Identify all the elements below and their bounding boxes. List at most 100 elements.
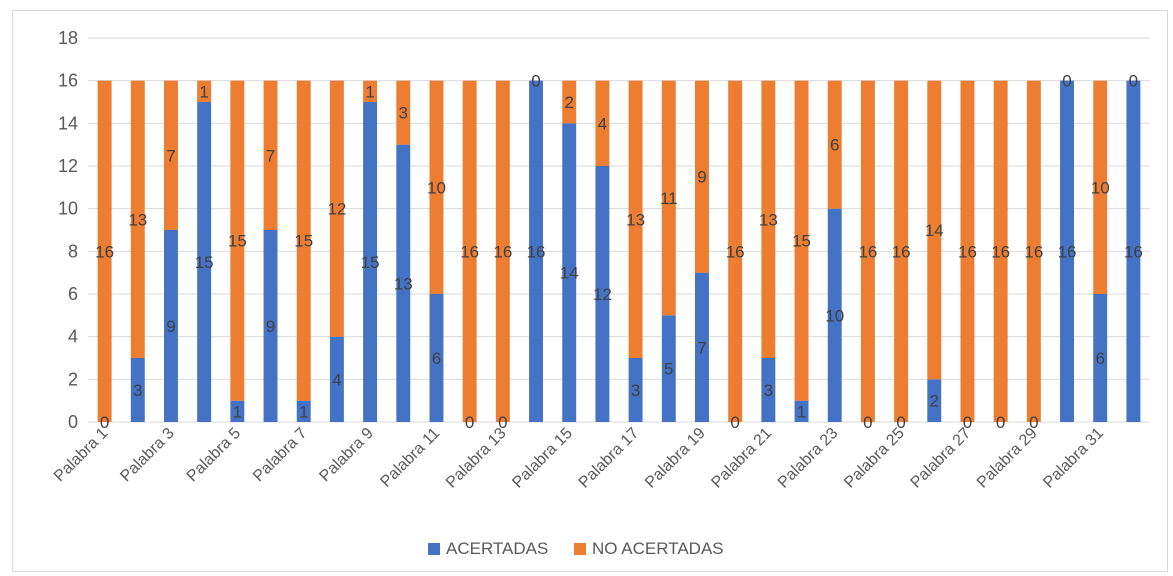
- bar-acertadas: [529, 80, 544, 423]
- x-axis-ticks: Palabra 1 Palabra 3 Palabra 5 Palabra 7 Pala…: [51, 425, 1107, 492]
- bar-acertadas: [130, 358, 145, 422]
- y-tick-label: 14: [58, 113, 78, 133]
- bar-acertadas: [562, 123, 577, 422]
- bar-acertadas: [1060, 80, 1075, 423]
- bar-acertadas: [263, 230, 278, 422]
- bar-acertadas: [761, 358, 776, 422]
- bar-no-acertadas: [230, 80, 245, 401]
- bar-no-acertadas: [960, 80, 975, 423]
- bar-no-acertadas: [462, 80, 477, 423]
- data-label: 15: [195, 253, 214, 272]
- bar-acertadas: [628, 358, 643, 422]
- data-label: 10: [825, 306, 844, 325]
- bar-no-acertadas: [363, 80, 378, 102]
- data-label: 16: [493, 242, 512, 261]
- y-tick-label: 6: [68, 284, 78, 304]
- bar-no-acertadas: [761, 80, 776, 359]
- data-label: 0: [100, 413, 109, 432]
- bar-acertadas: [661, 315, 676, 422]
- data-label: 15: [361, 253, 380, 272]
- data-label: 0: [863, 413, 872, 432]
- x-tick-label: Palabra 27: [908, 425, 975, 492]
- bar-no-acertadas: [197, 80, 212, 102]
- bar-no-acertadas: [628, 80, 643, 359]
- legend: ACERTADAS NO ACERTADAS: [428, 539, 724, 558]
- data-label: 0: [498, 413, 507, 432]
- data-label: 16: [460, 242, 479, 261]
- bar-no-acertadas: [927, 80, 942, 380]
- bar-acertadas: [694, 272, 709, 422]
- bar-acertadas: [329, 336, 344, 422]
- data-label: 16: [95, 242, 114, 261]
- bars: [97, 80, 1141, 423]
- data-label: 0: [1129, 72, 1138, 91]
- data-label: 0: [1029, 413, 1038, 432]
- y-tick-label: 4: [68, 327, 78, 347]
- data-label: 0: [465, 413, 474, 432]
- bar-no-acertadas: [894, 80, 909, 423]
- data-label: 5: [664, 360, 673, 379]
- y-tick-label: 10: [58, 199, 78, 219]
- data-label: 9: [166, 317, 175, 336]
- x-tick-label: Palabra 19: [642, 425, 709, 492]
- data-label: 15: [792, 232, 811, 251]
- data-label: 16: [858, 242, 877, 261]
- x-tick-label: Palabra 29: [974, 425, 1041, 492]
- bar-acertadas: [363, 102, 378, 422]
- x-tick-label: Palabra 1: [51, 425, 112, 486]
- x-tick-label: Palabra 9: [316, 425, 377, 486]
- bar-no-acertadas: [661, 80, 676, 316]
- data-label: 16: [1024, 242, 1043, 261]
- x-tick-label: Palabra 7: [250, 425, 311, 486]
- x-tick-label: Palabra 17: [576, 425, 643, 492]
- data-label: 0: [996, 413, 1005, 432]
- bar-acertadas: [1093, 294, 1108, 422]
- bar-acertadas: [429, 294, 444, 422]
- y-tick-label: 12: [58, 156, 78, 176]
- data-label: 9: [266, 317, 275, 336]
- data-label: 16: [991, 242, 1010, 261]
- bar-no-acertadas: [694, 80, 709, 273]
- bar-no-acertadas: [130, 80, 145, 359]
- data-label: 16: [726, 242, 745, 261]
- y-tick-label: 18: [58, 28, 78, 48]
- data-label: 13: [759, 210, 778, 229]
- data-label: 13: [128, 210, 147, 229]
- bar-acertadas: [296, 400, 311, 422]
- data-label: 2: [930, 392, 939, 411]
- x-tick-label: Palabra 11: [377, 425, 443, 491]
- x-tick-label: Palabra 5: [184, 425, 245, 486]
- bar-acertadas: [794, 400, 809, 422]
- legend-swatch-no-acertadas: [574, 543, 586, 555]
- y-tick-label: 2: [68, 369, 78, 389]
- x-tick-label: Palabra 13: [443, 425, 510, 492]
- data-label: 16: [958, 242, 977, 261]
- x-tick-label: Palabra 15: [509, 425, 576, 492]
- x-tick-label: Palabra 25: [841, 425, 908, 492]
- bar-acertadas: [230, 400, 245, 422]
- data-label: 3: [764, 381, 773, 400]
- bar-no-acertadas: [728, 80, 743, 423]
- bar-no-acertadas: [429, 80, 444, 295]
- bar-no-acertadas: [495, 80, 510, 423]
- data-label: 6: [1095, 349, 1104, 368]
- y-tick-label: 16: [58, 71, 78, 91]
- bar-no-acertadas: [860, 80, 875, 423]
- bar-no-acertadas: [329, 80, 344, 337]
- data-label: 1: [233, 402, 242, 421]
- bar-no-acertadas: [794, 80, 809, 401]
- data-label: 1: [365, 82, 374, 101]
- data-label: 0: [1062, 72, 1071, 91]
- data-label: 6: [432, 349, 441, 368]
- bar-acertadas: [396, 144, 411, 422]
- data-label: 16: [1124, 242, 1143, 261]
- bar-no-acertadas: [296, 80, 311, 401]
- legend-swatch-acertadas: [428, 543, 440, 555]
- y-axis-ticks: 0 2 4 6 8 10 12 14 16 18: [58, 28, 78, 432]
- gridlines: [88, 37, 1150, 423]
- bar-acertadas: [163, 230, 178, 422]
- bar-no-acertadas: [993, 80, 1008, 423]
- bar-acertadas: [197, 102, 212, 422]
- y-tick-label: 8: [68, 241, 78, 261]
